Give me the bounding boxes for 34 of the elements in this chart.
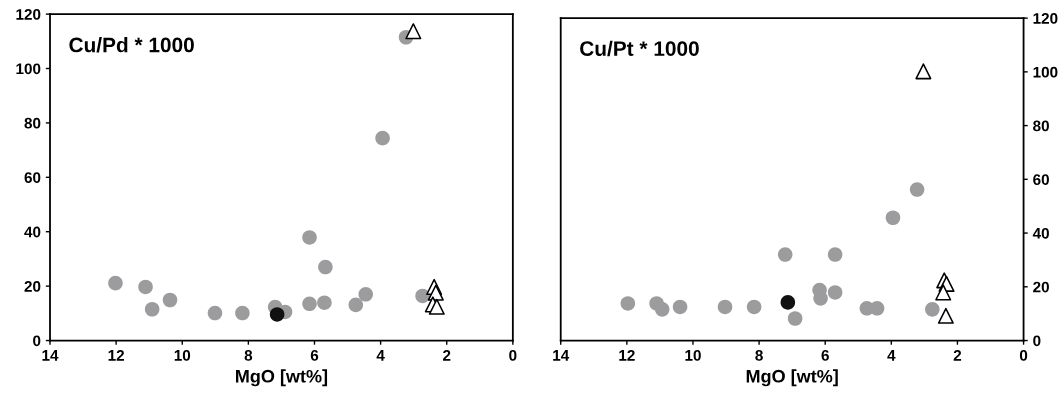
x-tick-label: 0 [509, 349, 517, 361]
y2-tick-label: 80 [1033, 120, 1049, 132]
x-tick-label: 14 [553, 350, 570, 361]
y2-tick-label: 40 [1032, 227, 1049, 239]
x-tick-label: 6 [310, 349, 319, 361]
x-tick-label: 0 [1019, 349, 1028, 361]
y-tick-label: 120 [16, 8, 41, 20]
x-tick-label: 12 [619, 349, 635, 361]
x-axis-title: MgO [wt%] [746, 369, 838, 387]
x-tick-label: 8 [755, 349, 763, 361]
x-tick-label: 8 [244, 349, 253, 361]
x-tick-label: 12 [108, 349, 125, 361]
y-tick-label: 60 [24, 172, 41, 184]
y2-tick-label: 100 [1033, 66, 1058, 78]
y-tick-label: 80 [24, 117, 41, 129]
x-tick-label: 14 [42, 350, 59, 361]
y2-tick-label: 120 [1033, 13, 1058, 24]
text: Cu/Pd * 1000 [69, 37, 194, 53]
x-tick-label: 10 [174, 349, 191, 361]
y-tick-label: 40 [24, 226, 41, 238]
x-tick-label: 6 [821, 349, 829, 361]
y2-tick-label: 20 [1033, 281, 1049, 293]
x-tick-label: 4 [376, 350, 385, 361]
x-axis-title: MgO [wt%] [236, 369, 328, 387]
y-tick-label: 20 [24, 281, 41, 292]
y2-tick-label: 0 [1033, 335, 1041, 347]
x-tick-label: 2 [953, 349, 962, 361]
y-tick-label: 0 [33, 335, 41, 347]
text: Cu/Pt * 1000 [580, 40, 699, 57]
x-tick-label: 4 [887, 350, 896, 361]
x-tick-label: 2 [443, 349, 451, 361]
y2-tick-label: 60 [1033, 174, 1049, 186]
y-tick-label: 100 [16, 63, 41, 75]
x-tick-label: 10 [685, 349, 701, 361]
